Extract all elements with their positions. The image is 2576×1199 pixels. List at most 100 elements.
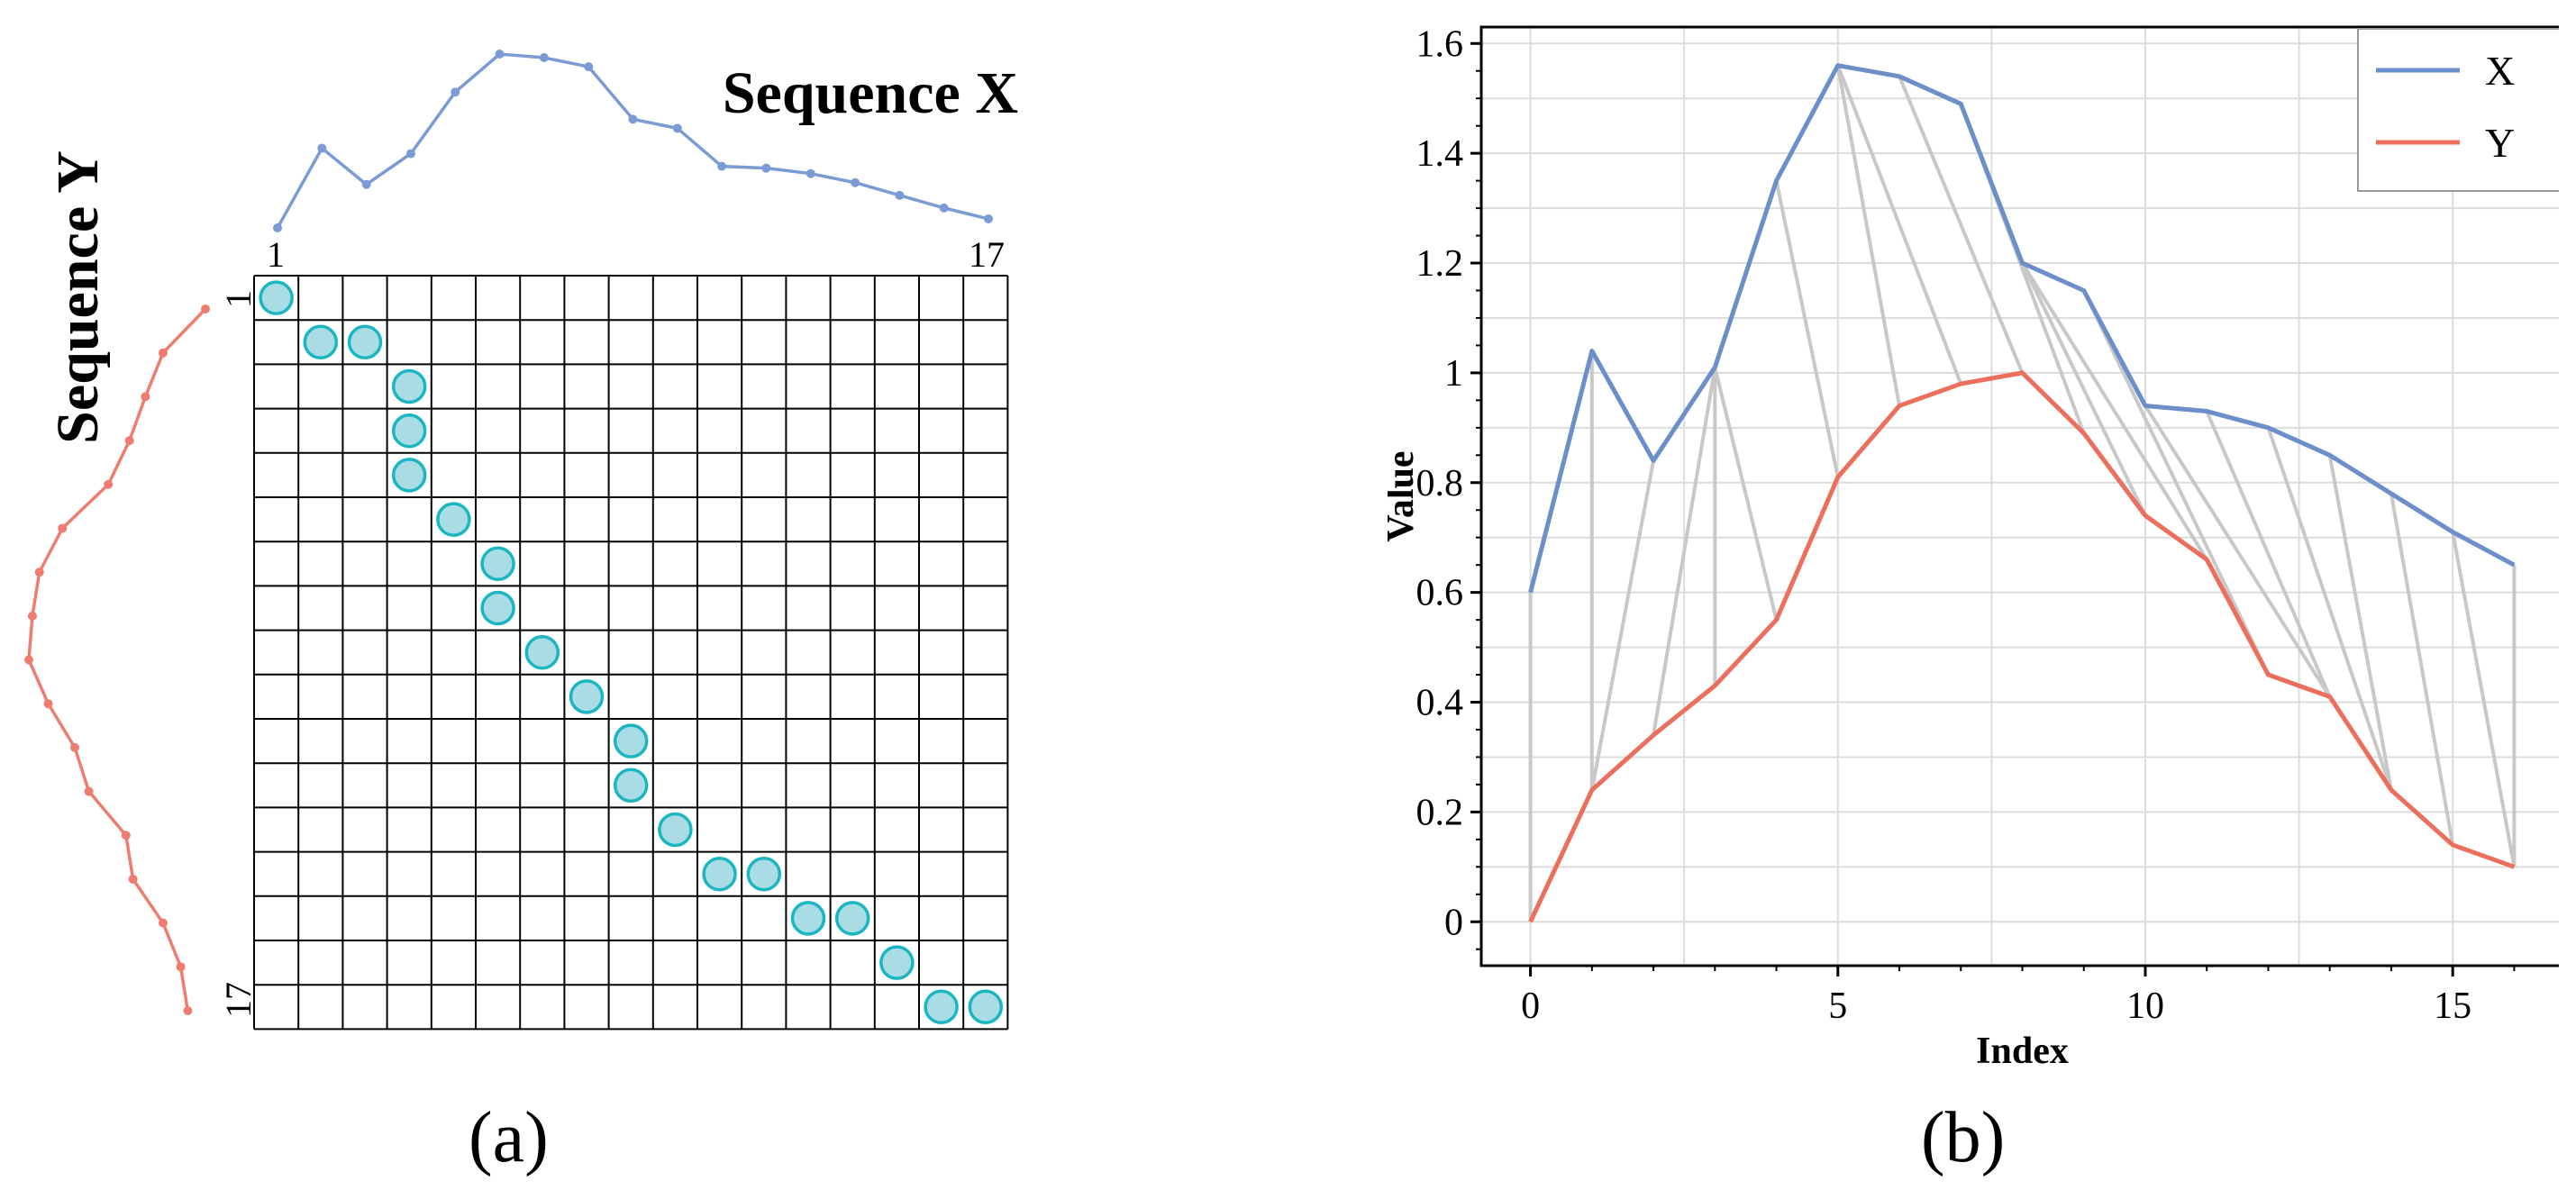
warping-path-cell — [702, 856, 737, 892]
legend-label: Y — [2485, 120, 2515, 166]
y-start-label: 1 — [218, 290, 259, 308]
sequence-x-point — [584, 62, 594, 72]
match-line — [2020, 261, 2208, 561]
warping-path-cell — [524, 634, 560, 670]
warping-path-cell — [391, 413, 427, 449]
x-tick-label: 0 — [1521, 986, 1540, 1027]
match-line — [2451, 531, 2517, 867]
sequence-x-point — [317, 143, 327, 153]
sequence-x-point — [717, 161, 727, 171]
sequence-y-point — [201, 304, 210, 313]
legend-box — [2357, 28, 2559, 192]
sequence-y-point — [104, 479, 114, 489]
sequence-y-title: Sequence Y — [45, 150, 111, 444]
warping-path-cell — [924, 989, 959, 1025]
dtw-alignment-chart: Index Value 0 5 10 15 0 0.2 0.4 0.6 0.8 1 1.2 1.4 1.… — [1388, 23, 2559, 1072]
warping-path-cell — [480, 546, 515, 582]
x-tick-label: 15 — [2434, 986, 2471, 1027]
panel-a-label: (a) — [469, 1098, 549, 1177]
sequence-y-point — [24, 655, 33, 665]
match-line — [1898, 76, 2025, 374]
series-line-x — [1528, 63, 2516, 594]
sequence-x-point — [273, 223, 282, 232]
sequence-y-point — [34, 568, 44, 577]
match-line — [1774, 180, 1840, 478]
warping-path-cell — [613, 768, 649, 804]
y-tick-label: 0.4 — [1416, 683, 1464, 724]
warping-path-cell — [347, 324, 383, 360]
warping-path-cell — [968, 989, 1004, 1025]
warping-path-cell — [834, 901, 870, 936]
sequence-y-point — [176, 962, 186, 972]
match-line — [2081, 289, 2271, 676]
match-line — [2144, 404, 2332, 698]
match-line — [2327, 454, 2393, 791]
y-tick-label: 1.6 — [1416, 23, 1464, 65]
warping-path-cell — [790, 901, 826, 936]
y-axis-label: Value — [1388, 450, 1422, 541]
y-tick-label: 1.2 — [1416, 243, 1464, 285]
y-tick-label: 1 — [1444, 353, 1463, 395]
warping-path-cell — [569, 679, 605, 714]
sequence-y-point — [158, 348, 168, 358]
sequence-y-point — [69, 742, 79, 752]
match-line — [2020, 262, 2147, 517]
sequence-x-point — [761, 163, 771, 173]
warping-path-cell — [658, 812, 693, 848]
y-tick-label: 0.6 — [1416, 573, 1464, 614]
warping-path-cell — [391, 368, 427, 404]
match-line — [1835, 65, 1901, 406]
sequence-x-point — [405, 149, 415, 159]
match-line — [2389, 493, 2455, 846]
sequence-y-point — [58, 523, 68, 533]
warping-path-cell — [613, 723, 649, 758]
match-line — [2266, 427, 2393, 791]
sequence-x-point — [939, 203, 949, 213]
warping-path-cell — [436, 502, 471, 537]
sequence-y-point — [124, 436, 134, 446]
sequence-x-point — [495, 50, 505, 59]
panel-b-label: (b) — [1921, 1098, 2006, 1177]
x-start-label: 1 — [267, 234, 285, 275]
match-line — [1652, 367, 1717, 736]
warping-path-cell — [259, 280, 294, 315]
match-line — [2205, 410, 2332, 698]
match-line — [1589, 460, 1656, 791]
x-axis-label: Index — [1976, 1031, 2069, 1072]
y-tick-label: 1.4 — [1416, 133, 1464, 175]
sequence-y-point — [43, 699, 53, 709]
warping-path-cell — [746, 856, 782, 892]
series-line-y — [1528, 370, 2516, 923]
sequence-x-point — [628, 114, 638, 124]
sequence-y-point — [121, 831, 131, 840]
legend-label: X — [2485, 48, 2515, 94]
cost-matrix-grid — [253, 275, 1009, 1031]
sequence-y-point — [183, 1006, 193, 1015]
match-line — [1835, 64, 1963, 385]
x-tick-label: 5 — [1828, 986, 1847, 1027]
legend: XY — [2357, 28, 2559, 192]
sequence-x-point — [895, 190, 905, 200]
warping-path-cell — [879, 945, 915, 980]
sequence-y-point — [128, 874, 138, 884]
sequence-y-point — [141, 392, 150, 402]
warping-path-cell — [303, 324, 339, 360]
sequence-y-point — [158, 918, 168, 928]
x-tick-label: 10 — [2126, 986, 2164, 1027]
warping-path-cell — [391, 458, 427, 493]
sequence-x-point — [361, 179, 371, 189]
sequence-x-point — [672, 123, 682, 133]
sequence-y-point — [84, 786, 94, 796]
y-tick-label: 0 — [1444, 902, 1463, 943]
sequence-x-point — [451, 87, 460, 97]
x-end-label: 17 — [969, 234, 1005, 275]
dtw-cost-matrix-chart: Sequence X Sequence Y 1 17 1 17 — [24, 50, 1018, 1031]
sequence-x-point — [539, 53, 549, 63]
y-tick-label: 0.8 — [1416, 463, 1464, 504]
warping-path-cell — [480, 590, 515, 626]
sequence-x-point — [984, 213, 993, 223]
sequence-x-point — [806, 168, 815, 178]
match-line — [1713, 367, 1779, 621]
sequence-x-title: Sequence X — [723, 60, 1018, 126]
